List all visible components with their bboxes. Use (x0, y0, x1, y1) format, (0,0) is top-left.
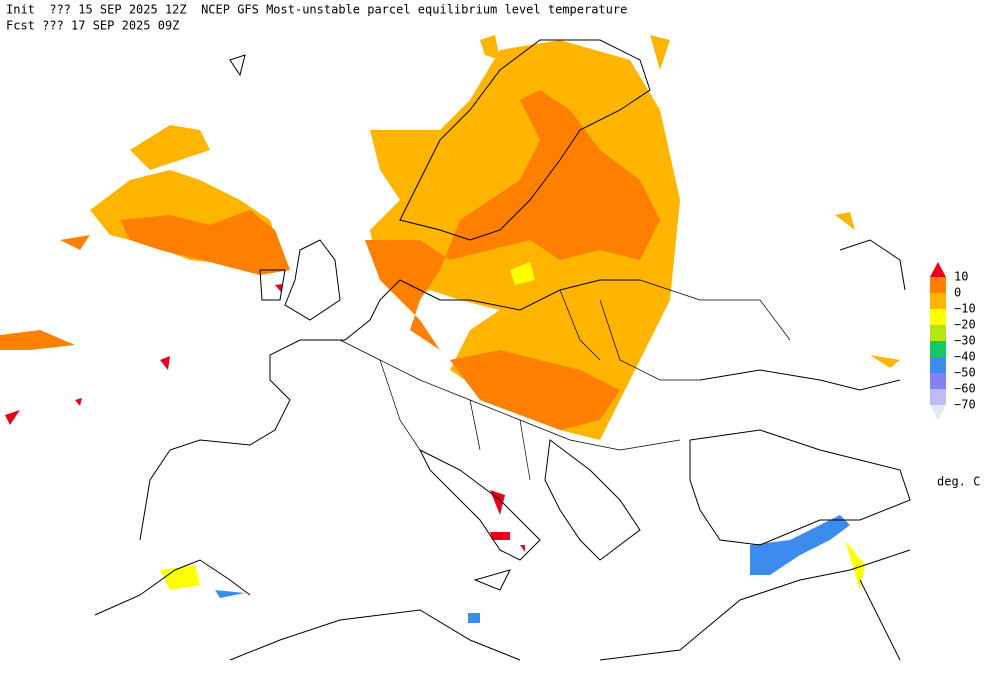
coastlines (94, 39, 911, 661)
shaded-areas (0, 35, 900, 623)
legend-label: 10 (954, 270, 968, 284)
legend-label: −10 (954, 302, 976, 316)
legend-arrow-bottom (930, 405, 946, 420)
legend-label: 0 (954, 286, 961, 300)
legend-label: −60 (954, 382, 976, 396)
legend-unit: deg. C (937, 475, 980, 489)
legend-swatch (930, 293, 946, 309)
legend-label: −40 (954, 350, 976, 364)
legend-arrow-top (930, 262, 946, 277)
legend-swatch (930, 325, 946, 341)
legend-swatch (930, 357, 946, 373)
legend-swatch (930, 309, 946, 325)
legend-label: −50 (954, 366, 976, 380)
legend: 10 0 −10 −20 −30 −40 −50 −60 −70 (930, 262, 976, 420)
legend-label: −70 (954, 398, 976, 412)
legend-label: −30 (954, 334, 976, 348)
legend-swatch (930, 373, 946, 389)
forecast-line: Fcst ??? 17 SEP 2025 09Z (6, 19, 179, 33)
init-line: Init ??? 15 SEP 2025 12Z NCEP GFS Most-u… (6, 3, 627, 17)
legend-swatch (930, 389, 946, 405)
legend-label: −20 (954, 318, 976, 332)
legend-swatch (930, 341, 946, 357)
legend-swatch (930, 277, 946, 293)
borders (339, 279, 791, 481)
